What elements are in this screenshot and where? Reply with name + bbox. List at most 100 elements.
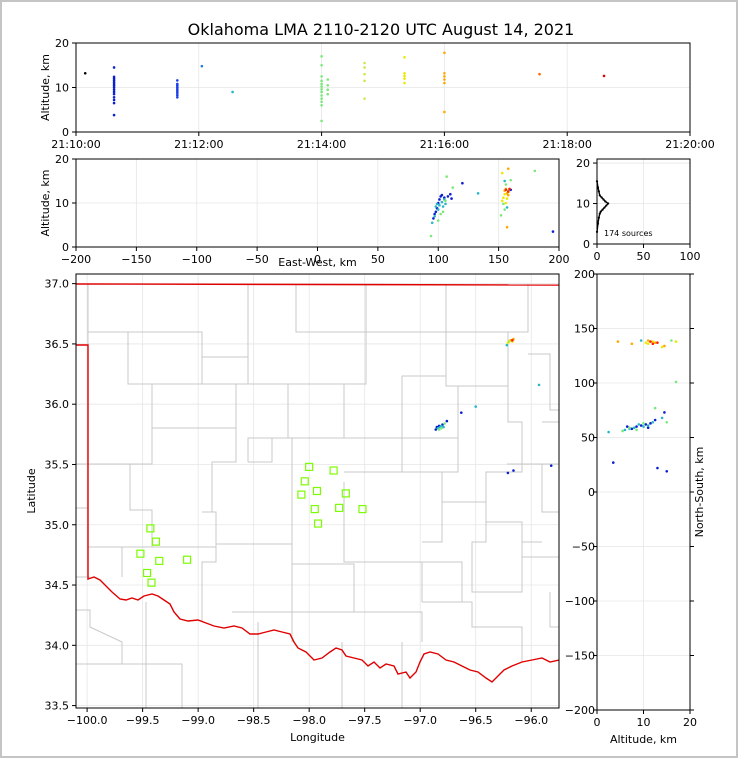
y-tick-label: 0 [588, 486, 595, 499]
source-count-label: 174 sources [604, 229, 653, 238]
lightning-source-point [630, 342, 634, 346]
lightning-source-point [446, 195, 450, 198]
lightning-source-point [625, 425, 629, 428]
lightning-source-point [451, 186, 455, 189]
y-tick-label: 0 [62, 126, 69, 139]
lightning-source-point [509, 178, 512, 182]
station-marker [358, 504, 367, 514]
station-marker [313, 519, 323, 528]
lightning-source-point [506, 341, 510, 345]
lightning-source-point [436, 208, 440, 211]
lightning-source-point [505, 225, 509, 229]
y-axis-label: North-South, km [693, 447, 706, 538]
lightning-source-point [443, 81, 446, 85]
lightning-source-point [112, 75, 116, 79]
histogram-point [597, 190, 600, 193]
lightning-source-point [444, 202, 447, 206]
lightning-source-point [649, 422, 652, 425]
lightning-source-point [644, 341, 648, 344]
lightning-source-point [602, 74, 606, 78]
lightning-source-point [430, 221, 434, 225]
lightning-source-point [674, 380, 678, 384]
lightning-source-point [432, 217, 435, 220]
state-boundary [76, 283, 559, 286]
x-tick-label: 100 [680, 250, 701, 263]
lightning-source-point [112, 101, 116, 105]
lightning-source-point [326, 88, 330, 92]
y-tick-label: 10 [55, 82, 69, 95]
lightning-source-point [200, 64, 204, 68]
lightning-source-point [656, 341, 659, 344]
lightning-source-point [504, 183, 508, 186]
plan-view-map-panel: −100.0 −99.5 −99.0 −98.5 −98.0 −97.5 −97.0 −96.… [25, 274, 559, 744]
lightning-source-point [644, 423, 648, 426]
lightning-source-point [628, 426, 631, 429]
x-tick-label: 100 [428, 253, 449, 266]
y-axis-label: Latitude [25, 468, 38, 514]
lightning-source-point [176, 87, 179, 91]
station-markers [136, 462, 367, 587]
lightning-source-point [112, 95, 116, 99]
lightning-source-point [363, 72, 366, 76]
lightning-source-point [442, 425, 445, 429]
lightning-source-point [441, 210, 445, 214]
lightning-source-point [363, 79, 366, 83]
lightning-source-point [363, 97, 366, 100]
x-tick-label: −50 [246, 253, 269, 266]
y-tick-label: 10 [55, 197, 69, 210]
x-tick-label: −96.0 [514, 714, 548, 727]
station-marker [136, 549, 145, 558]
lightning-source-point [630, 427, 634, 431]
y-tick-label: 100 [574, 377, 595, 390]
lightning-source-point [632, 426, 636, 429]
lightning-source-point [231, 90, 234, 94]
plan-view-map-axes: −100.0 −99.5 −99.0 −98.5 −98.0 −97.5 −97.0 −96.… [25, 278, 548, 744]
lightning-source-point [436, 219, 440, 222]
altitude-northsouth-axes: 0 10 20 −200 −150 −100 −50 0 50 100 150 200 Altitude… [565, 268, 706, 746]
lightning-source-point [505, 206, 509, 209]
lightning-source-point [506, 167, 510, 170]
histogram-point [597, 216, 600, 219]
lightning-source-point [326, 92, 330, 96]
lightning-source-point [112, 79, 116, 82]
lightning-source-point [444, 199, 447, 203]
lightning-source-point [443, 71, 446, 75]
y-axis-label: Altitude, km [39, 54, 52, 121]
lightning-source-point [433, 214, 436, 218]
lightning-source-point [665, 420, 669, 424]
x-axis-label: Longitude [290, 731, 345, 744]
lightning-source-point [449, 192, 452, 196]
x-tick-label: 21:16:00 [420, 138, 469, 151]
altitude-histogram-panel: 0 50 100 0 10 20 [576, 157, 701, 263]
y-tick-label: 36.5 [45, 338, 70, 351]
x-tick-label: 50 [371, 253, 385, 266]
lightning-source-point [112, 90, 116, 94]
lightning-source-point [440, 427, 443, 430]
lightning-source-point [438, 203, 441, 207]
lightning-source-point [434, 205, 438, 208]
station-marker [142, 568, 152, 578]
lightning-source-point [506, 190, 510, 193]
x-tick-label: 21:14:00 [297, 138, 346, 151]
y-tick-label: −200 [565, 704, 595, 717]
lightning-source-point [651, 420, 655, 424]
lightning-source-point [443, 110, 446, 114]
x-tick-label: −98.0 [292, 714, 326, 727]
figure-title: Oklahoma LMA 2110-2120 UTC August 14, 20… [188, 20, 575, 39]
lightning-source-point [435, 202, 439, 206]
county-boundaries [76, 284, 559, 708]
lightning-source-point [653, 341, 657, 344]
station-marker [297, 490, 306, 499]
histogram-point [604, 200, 607, 203]
lightning-source-point [429, 234, 433, 238]
x-tick-label: 21:12:00 [174, 138, 223, 151]
lightning-source-point [320, 63, 323, 67]
time-altitude-axes: 21:10:00 21:12:00 21:14:00 21:16:00 21:18:00… [39, 37, 715, 151]
lightning-source-point [674, 340, 678, 343]
lightning-source-point [500, 171, 504, 175]
x-tick-label: −99.0 [181, 714, 215, 727]
station-marker [147, 578, 156, 587]
altitude-histogram-data [595, 180, 610, 233]
y-tick-label: 36.0 [45, 398, 70, 411]
lightning-source-point [616, 340, 620, 343]
